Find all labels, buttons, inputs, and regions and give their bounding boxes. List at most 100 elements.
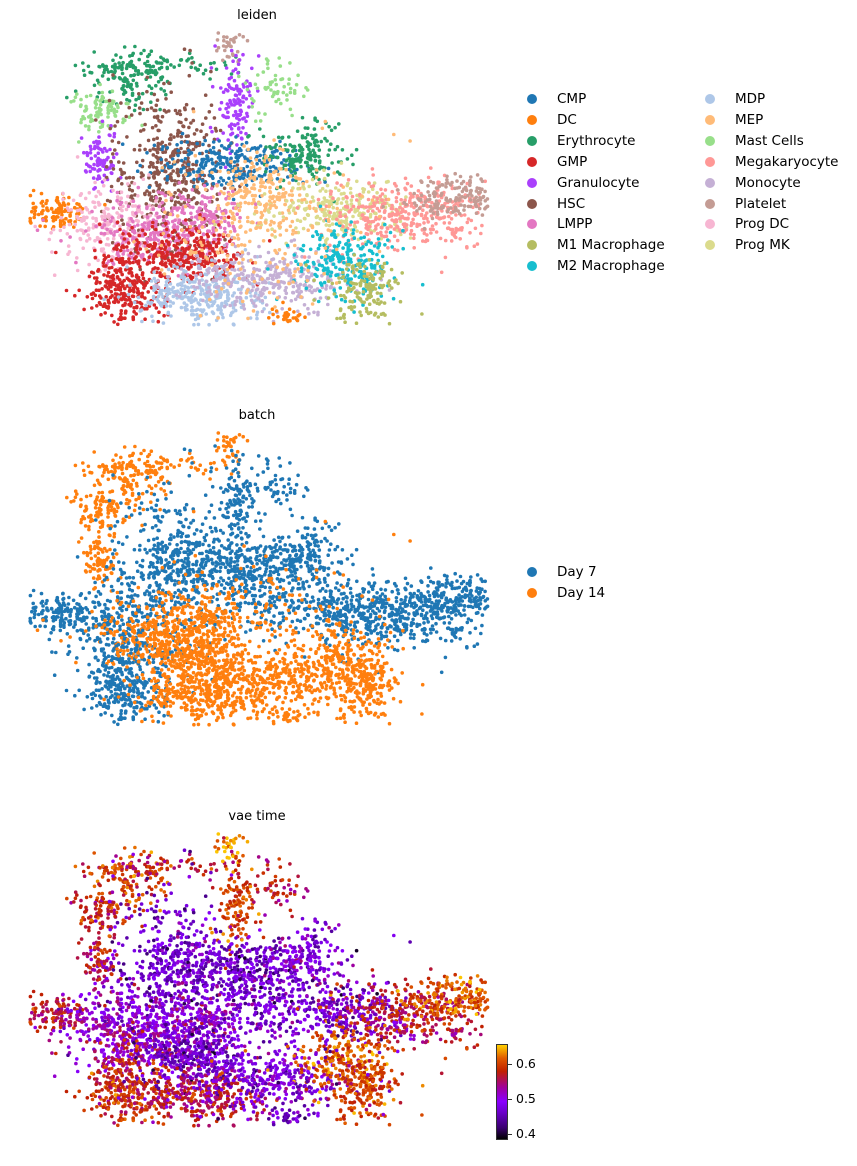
- scatter-point: [445, 196, 449, 200]
- scatter-point: [353, 210, 357, 214]
- scatter-point: [130, 226, 134, 230]
- scatter-point: [264, 170, 268, 174]
- scatter-point: [229, 124, 233, 128]
- scatter-point: [252, 165, 256, 169]
- scatter-point: [143, 241, 147, 245]
- scatter-point: [284, 296, 288, 300]
- scatter-point: [367, 220, 371, 224]
- scatter-point: [219, 166, 223, 170]
- scatter-point: [444, 256, 448, 260]
- scatter-point: [362, 290, 366, 294]
- scatter-point: [273, 235, 277, 239]
- scatter-point: [135, 305, 139, 309]
- scatter-point: [140, 171, 144, 175]
- scatter-point: [332, 262, 336, 266]
- scatter-point: [269, 204, 273, 208]
- scatter-point: [121, 121, 125, 125]
- scatter-point: [248, 281, 252, 285]
- scatter-point: [32, 216, 36, 220]
- scatter-point: [59, 239, 63, 243]
- scatter-point: [136, 72, 140, 76]
- scatter-point: [296, 206, 300, 210]
- scatter-point: [181, 208, 185, 212]
- scatter-point: [182, 177, 186, 181]
- scatter-point: [208, 110, 212, 114]
- scatter-point: [135, 281, 139, 285]
- scatter-point: [120, 245, 124, 249]
- scatter-point: [156, 279, 160, 283]
- scatter-point: [235, 212, 239, 216]
- scatter-point: [140, 101, 144, 105]
- scatter-point: [196, 170, 200, 174]
- scatter-point: [131, 220, 135, 224]
- scatter-point: [180, 135, 184, 139]
- scatter-point: [386, 227, 390, 231]
- scatter-point: [362, 301, 366, 305]
- scatter-point: [451, 228, 455, 232]
- scatter-point: [241, 100, 245, 104]
- scatter-point: [281, 136, 285, 140]
- scatter-point: [267, 316, 271, 320]
- scatter-point: [448, 199, 452, 203]
- scatter-point: [483, 190, 487, 194]
- scatter-point: [254, 158, 258, 162]
- scatter-point: [139, 52, 143, 56]
- scatter-point: [177, 189, 181, 193]
- scatter-point: [448, 221, 452, 225]
- scatter-point: [226, 268, 230, 272]
- scatter-point: [283, 203, 287, 207]
- scatter-point: [125, 265, 129, 269]
- scatter-point: [124, 298, 128, 302]
- scatter-point: [273, 91, 277, 95]
- scatter-point: [375, 301, 379, 305]
- scatter-point: [264, 296, 268, 300]
- scatter-point: [347, 178, 351, 182]
- scatter-point: [412, 222, 416, 226]
- scatter-point: [116, 220, 120, 224]
- scatter-point: [206, 262, 210, 266]
- scatter-point: [57, 211, 61, 215]
- scatter-point: [119, 202, 123, 206]
- scatter-point: [108, 133, 112, 137]
- scatter-point: [212, 146, 216, 150]
- scatter-point: [222, 259, 226, 263]
- scatter-point: [217, 139, 221, 143]
- scatter-point: [410, 184, 414, 188]
- scatter-point: [276, 177, 280, 181]
- scatter-point: [436, 213, 440, 217]
- scatter-point: [221, 250, 225, 254]
- scatter-point: [314, 154, 318, 158]
- scatter-point: [341, 225, 345, 229]
- scatter-point: [141, 229, 145, 233]
- scatter-point: [156, 116, 160, 120]
- scatter-point: [108, 148, 112, 152]
- scatter-point: [195, 142, 199, 146]
- scatter-point: [212, 61, 216, 65]
- scatter-point: [152, 270, 156, 274]
- scatter-point: [292, 285, 296, 289]
- scatter-point: [113, 124, 117, 128]
- scatter-point: [279, 64, 283, 68]
- scatter-point: [466, 221, 470, 225]
- scatter-point: [157, 80, 161, 84]
- scatter-point: [366, 272, 370, 276]
- scatter-point: [98, 163, 102, 167]
- scatter-point: [337, 260, 341, 264]
- scatter-point: [157, 142, 161, 146]
- scatter-point: [400, 271, 404, 275]
- scatter-point: [181, 132, 185, 136]
- scatter-point: [215, 245, 219, 249]
- scatter-point: [220, 313, 224, 317]
- scatter-point: [154, 203, 158, 207]
- scatter-point: [291, 220, 295, 224]
- scatter-point: [389, 225, 393, 229]
- scatter-point: [423, 232, 427, 236]
- scatter-point: [337, 244, 341, 248]
- scatter-point: [164, 222, 168, 226]
- scatter-point: [312, 199, 316, 203]
- scatter-point: [157, 254, 161, 258]
- scatter-point: [216, 207, 220, 211]
- scatter-point: [130, 113, 134, 117]
- scatter-point: [279, 178, 283, 182]
- scatter-point: [299, 263, 303, 267]
